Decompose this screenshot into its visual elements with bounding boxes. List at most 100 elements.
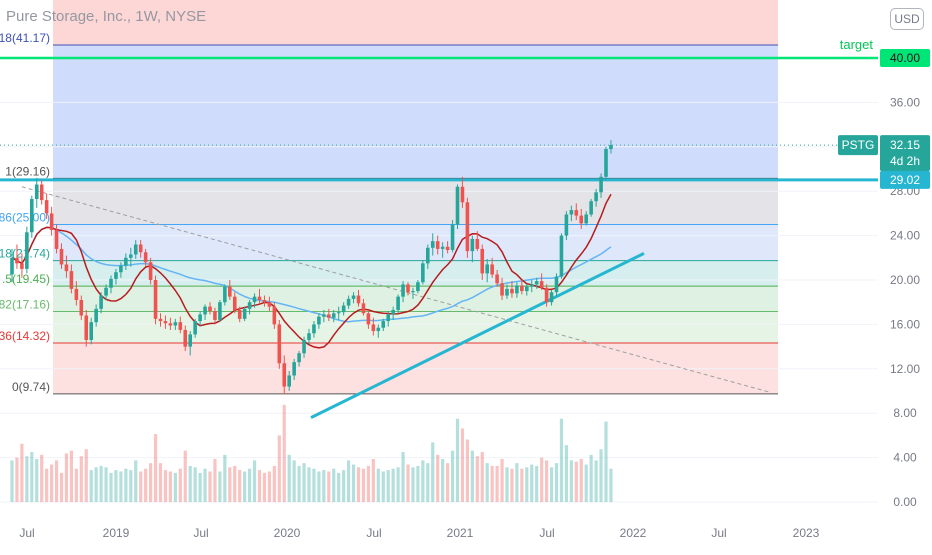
candle[interactable] bbox=[554, 273, 559, 297]
candle[interactable] bbox=[366, 309, 371, 329]
candle[interactable] bbox=[312, 321, 316, 338]
candle[interactable] bbox=[15, 244, 19, 269]
candle[interactable] bbox=[450, 220, 455, 253]
dashed-trend-line[interactable] bbox=[21, 186, 770, 393]
candle[interactable] bbox=[327, 308, 331, 322]
candle[interactable] bbox=[455, 184, 460, 229]
candle[interactable] bbox=[539, 273, 544, 290]
candle[interactable] bbox=[351, 292, 356, 304]
candles[interactable] bbox=[10, 140, 613, 395]
candle[interactable] bbox=[257, 288, 262, 305]
candle[interactable] bbox=[336, 306, 341, 320]
candle[interactable] bbox=[34, 177, 39, 208]
candle[interactable] bbox=[475, 231, 480, 252]
candle[interactable] bbox=[470, 235, 475, 263]
candle[interactable] bbox=[609, 140, 613, 154]
candle[interactable] bbox=[421, 260, 425, 285]
candle[interactable] bbox=[59, 243, 64, 269]
candle[interactable] bbox=[287, 371, 291, 391]
candle[interactable] bbox=[391, 306, 395, 320]
currency-button[interactable]: USD bbox=[890, 8, 924, 30]
candle[interactable] bbox=[94, 304, 98, 327]
candle[interactable] bbox=[247, 299, 252, 315]
candle[interactable] bbox=[109, 275, 113, 294]
candle[interactable] bbox=[480, 244, 485, 280]
candle[interactable] bbox=[119, 262, 123, 278]
candle[interactable] bbox=[173, 318, 178, 330]
candle[interactable] bbox=[114, 268, 118, 285]
candle[interactable] bbox=[223, 284, 227, 306]
candle[interactable] bbox=[589, 198, 593, 217]
candle[interactable] bbox=[237, 306, 242, 323]
candle[interactable] bbox=[346, 295, 351, 309]
candle[interactable] bbox=[203, 304, 207, 320]
candle[interactable] bbox=[138, 240, 143, 258]
candle[interactable] bbox=[485, 258, 489, 283]
candle[interactable] bbox=[574, 203, 579, 221]
time-axis[interactable]: Jul 2019 Jul 2020 Jul 2021 Jul 2022 Jul 2023 bbox=[19, 526, 819, 540]
candle[interactable] bbox=[89, 317, 93, 345]
candle[interactable] bbox=[10, 248, 14, 283]
candle[interactable] bbox=[594, 188, 598, 207]
candle[interactable] bbox=[178, 316, 183, 334]
candle[interactable] bbox=[133, 240, 138, 259]
candle[interactable] bbox=[74, 281, 79, 306]
candle[interactable] bbox=[267, 296, 272, 312]
candle[interactable] bbox=[361, 298, 366, 316]
candle[interactable] bbox=[445, 241, 450, 254]
candle[interactable] bbox=[386, 311, 390, 327]
candle[interactable] bbox=[416, 280, 420, 294]
candle[interactable] bbox=[371, 317, 376, 336]
candle[interactable] bbox=[430, 233, 435, 256]
candle[interactable] bbox=[599, 173, 603, 198]
candle[interactable] bbox=[242, 306, 247, 322]
candle[interactable] bbox=[292, 358, 296, 380]
candle[interactable] bbox=[163, 315, 168, 329]
candle[interactable] bbox=[228, 280, 232, 300]
candle[interactable] bbox=[168, 317, 173, 330]
candle[interactable] bbox=[396, 294, 400, 314]
candle[interactable] bbox=[510, 281, 514, 298]
candle[interactable] bbox=[525, 284, 529, 296]
candle[interactable] bbox=[69, 264, 74, 294]
drawings[interactable] bbox=[0, 56, 878, 419]
candle[interactable] bbox=[282, 355, 287, 395]
candle[interactable] bbox=[277, 319, 282, 369]
candle[interactable] bbox=[307, 328, 311, 345]
candle[interactable] bbox=[584, 211, 588, 226]
candle[interactable] bbox=[262, 295, 267, 307]
candle[interactable] bbox=[104, 284, 108, 300]
candle[interactable] bbox=[381, 318, 386, 332]
candle[interactable] bbox=[213, 307, 217, 325]
candle[interactable] bbox=[604, 146, 608, 179]
candle[interactable] bbox=[411, 287, 415, 299]
candle[interactable] bbox=[148, 257, 153, 285]
candle[interactable] bbox=[579, 208, 584, 229]
candle[interactable] bbox=[302, 336, 306, 358]
candle[interactable] bbox=[252, 293, 257, 308]
candle[interactable] bbox=[153, 275, 158, 325]
support-trendline[interactable] bbox=[310, 252, 645, 419]
candle[interactable] bbox=[331, 309, 336, 323]
candle[interactable] bbox=[490, 257, 494, 278]
candle[interactable] bbox=[341, 302, 346, 316]
candle[interactable] bbox=[401, 281, 405, 303]
candle[interactable] bbox=[534, 277, 539, 289]
candle[interactable] bbox=[440, 242, 445, 258]
candle[interactable] bbox=[39, 180, 44, 205]
candle[interactable] bbox=[49, 206, 54, 236]
candle[interactable] bbox=[99, 292, 103, 314]
candle[interactable] bbox=[20, 253, 24, 278]
candle[interactable] bbox=[198, 311, 202, 326]
candle[interactable] bbox=[495, 270, 499, 287]
candle[interactable] bbox=[406, 282, 410, 296]
candle[interactable] bbox=[356, 289, 361, 307]
candle[interactable] bbox=[544, 284, 549, 307]
candle[interactable] bbox=[505, 284, 509, 299]
candle[interactable] bbox=[559, 233, 564, 279]
candle[interactable] bbox=[520, 280, 524, 295]
candle[interactable] bbox=[426, 244, 430, 269]
candle[interactable] bbox=[64, 255, 69, 278]
candle[interactable] bbox=[193, 318, 197, 338]
